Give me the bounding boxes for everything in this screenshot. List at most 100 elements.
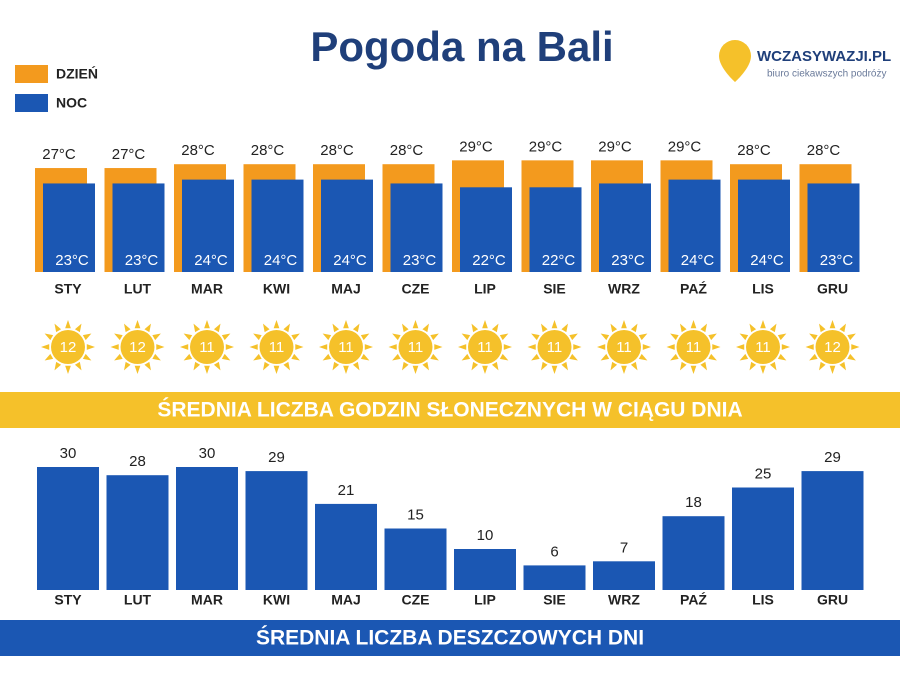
bar	[390, 183, 443, 272]
sun-ray	[412, 365, 419, 374]
sun-ray	[204, 365, 210, 374]
sun-ray	[638, 353, 648, 361]
logo: WCZASYWAZJI.PL biuro ciekawszych podróży	[719, 40, 891, 82]
sun-ray	[839, 323, 846, 333]
value-label: 24°C	[333, 252, 367, 269]
value-label: 11	[686, 339, 702, 356]
sun-ray	[54, 361, 62, 371]
x-tick-label: KWI	[263, 592, 290, 608]
sun-ray	[777, 353, 787, 361]
sun-ray	[630, 361, 638, 371]
value-label: 24°C	[194, 252, 228, 269]
x-tick-label: MAR	[191, 592, 223, 608]
sun-ray	[851, 344, 860, 350]
sun-ray	[144, 323, 151, 333]
bar	[668, 179, 721, 272]
sun-ray	[769, 323, 777, 333]
sun-ray	[273, 365, 280, 374]
sun-ray	[65, 365, 71, 374]
sun-ray	[434, 344, 443, 350]
value-label: 12	[60, 339, 77, 356]
bar	[460, 187, 512, 272]
rain-banner	[0, 620, 900, 656]
chart-title: ŚREDNIA LICZBA DESZCZOWYCH DNI	[256, 626, 644, 650]
sun-ray	[503, 344, 512, 350]
value-label: 29	[824, 449, 841, 466]
sun-ray	[253, 353, 262, 361]
sun-ray	[322, 353, 332, 361]
sun-ray	[569, 353, 578, 361]
sun-ray	[839, 361, 846, 371]
sun-ray	[114, 333, 123, 341]
sun-ray	[809, 353, 818, 361]
sun-ray	[690, 320, 697, 329]
logo-pin	[719, 40, 751, 82]
sun-ray	[402, 323, 409, 333]
sun-icon	[329, 330, 363, 364]
sun-ray	[680, 323, 687, 333]
bar	[112, 183, 165, 272]
sun-ray	[561, 323, 568, 333]
legend-swatch	[15, 65, 48, 83]
sun-ray	[343, 365, 349, 374]
value-label: 11	[616, 339, 632, 356]
sun-ray	[352, 361, 360, 371]
legend-label: DZIEŃ	[56, 66, 98, 82]
value-label: 22°C	[472, 252, 506, 269]
sun-ray	[471, 323, 479, 333]
x-tick-label: SIE	[543, 281, 566, 297]
sun-ray	[461, 333, 471, 341]
sun-ray	[86, 344, 95, 350]
sun-ray	[124, 361, 131, 371]
sun-ray	[829, 320, 836, 329]
sun-ray	[221, 353, 231, 361]
sun-ray	[739, 333, 749, 341]
sun-ray	[332, 361, 340, 371]
bar	[732, 487, 794, 590]
sun-ray	[541, 361, 548, 371]
sun-ray	[263, 323, 270, 333]
sun-ray	[700, 323, 707, 333]
value-label: 23°C	[820, 252, 854, 269]
x-tick-label: CZE	[402, 592, 430, 608]
sun-ray	[263, 361, 270, 371]
value-label: 15	[407, 506, 424, 523]
sun-ray	[74, 323, 82, 333]
sun-icon	[676, 330, 711, 364]
sun-ray	[541, 323, 548, 333]
value-label: 22°C	[542, 252, 576, 269]
value-label: 28°C	[320, 142, 354, 159]
sun-ray	[482, 320, 488, 329]
sun-ray	[352, 323, 360, 333]
sun-banner	[0, 392, 900, 428]
value-label: 11	[547, 339, 563, 356]
value-label: 23°C	[611, 252, 645, 269]
sun-icon	[259, 330, 294, 364]
sun-ray	[531, 353, 540, 361]
sun-ray	[630, 323, 638, 333]
value-label: 11	[338, 339, 354, 356]
value-label: 11	[408, 339, 424, 356]
bar	[251, 179, 304, 272]
value-label: 30	[199, 445, 216, 462]
value-label: 27°C	[112, 146, 146, 163]
value-label: 24°C	[264, 252, 298, 269]
sun-ray	[422, 361, 429, 371]
sun-ray	[847, 353, 856, 361]
sun-ray	[388, 344, 397, 350]
sun-ray	[458, 344, 467, 350]
sun-ray	[319, 344, 328, 350]
chart-title: ŚREDNIA LICZBA GODZIN SŁONECZNYCH W CIĄG…	[157, 398, 742, 422]
sun-ray	[82, 333, 92, 341]
sun-ray	[829, 365, 836, 374]
x-tick-label: LUT	[124, 281, 152, 297]
value-label: 28°C	[390, 142, 424, 159]
bar	[738, 179, 790, 272]
bar	[315, 503, 377, 590]
sun-ray	[213, 361, 221, 371]
sun-ray	[392, 333, 401, 341]
sun-ray	[621, 365, 627, 374]
sun-ray	[527, 344, 536, 350]
bar	[801, 471, 864, 590]
bar	[384, 528, 447, 590]
